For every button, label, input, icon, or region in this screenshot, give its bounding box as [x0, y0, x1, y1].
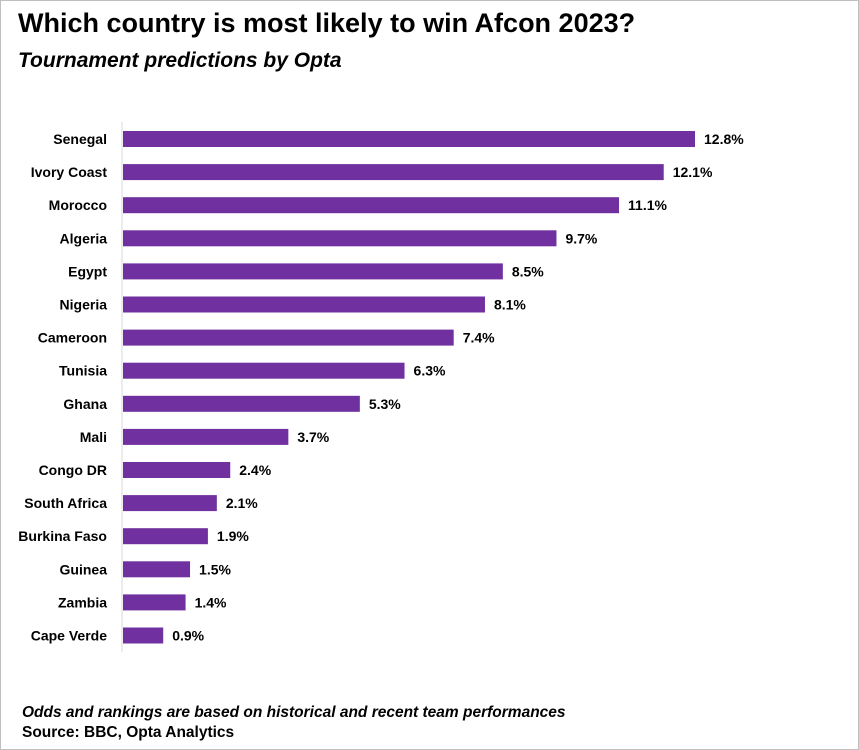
category-label: South Africa: [24, 495, 107, 511]
category-label: Morocco: [49, 197, 107, 213]
chart-subtitle: Tournament predictions by Opta: [18, 49, 342, 72]
bar: [123, 462, 231, 478]
data-label: 1.9%: [217, 528, 249, 544]
data-label: 6.3%: [414, 363, 446, 379]
data-label: 0.9%: [172, 628, 204, 644]
bar: [123, 528, 208, 545]
category-label: Egypt: [68, 263, 107, 279]
data-label: 11.1%: [628, 197, 667, 213]
bar: [123, 594, 186, 611]
data-label: 7.4%: [463, 330, 495, 346]
data-label: 9.7%: [565, 230, 597, 246]
data-label: 1.4%: [195, 594, 227, 610]
chart-title: Which country is most likely to win Afco…: [18, 8, 636, 38]
bar: [123, 362, 405, 379]
category-label: Mali: [80, 429, 107, 445]
category-label: Cameroon: [38, 330, 107, 346]
data-label: 2.1%: [226, 495, 258, 511]
category-label: Zambia: [58, 594, 107, 610]
bar: [123, 627, 164, 644]
bar: [123, 329, 454, 346]
category-label: Ghana: [63, 396, 107, 412]
category-label: Guinea: [60, 561, 108, 577]
category-label: Cape Verde: [31, 628, 107, 644]
bar: [123, 263, 503, 280]
bar: [123, 395, 360, 412]
data-label: 5.3%: [369, 396, 401, 412]
data-label: 1.5%: [199, 561, 231, 577]
data-label: 3.7%: [297, 429, 329, 445]
bar: [123, 230, 557, 247]
data-label: 8.5%: [512, 263, 544, 279]
bar: [123, 428, 289, 445]
category-label: Burkina Faso: [18, 528, 107, 544]
bar: [123, 561, 191, 578]
footnote: Odds and rankings are based on historica…: [22, 704, 566, 721]
bar: [123, 296, 485, 313]
data-label: 2.4%: [239, 462, 271, 478]
category-label: Congo DR: [39, 462, 107, 478]
data-label: 8.1%: [494, 297, 526, 313]
bar: [123, 164, 664, 181]
data-label: 12.8%: [704, 131, 744, 147]
category-label: Ivory Coast: [31, 164, 108, 180]
bar: [123, 197, 620, 214]
category-label: Nigeria: [60, 297, 108, 313]
category-label: Tunisia: [59, 363, 107, 379]
bar: [123, 495, 217, 512]
source-note: Source: BBC, Opta Analytics: [22, 724, 235, 741]
data-label: 12.1%: [673, 164, 713, 180]
bar: [123, 131, 695, 147]
category-label: Algeria: [60, 230, 108, 246]
category-label: Senegal: [53, 131, 107, 147]
